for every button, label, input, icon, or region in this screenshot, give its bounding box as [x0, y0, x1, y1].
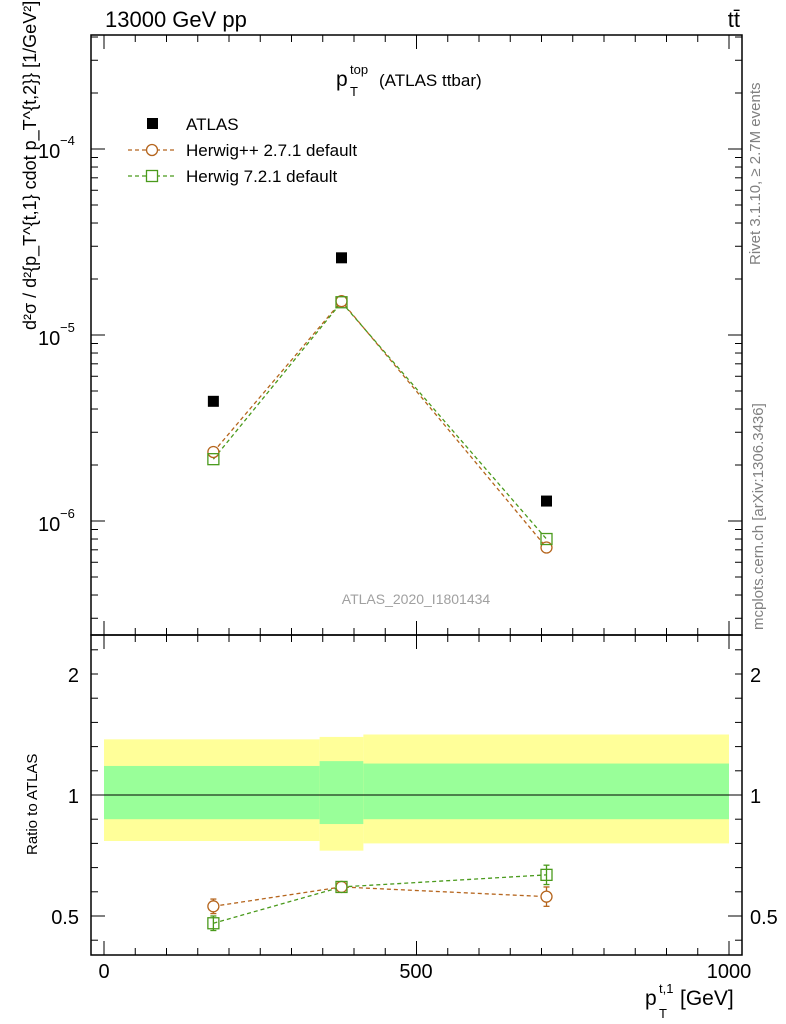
- ratio-y-ticks: [91, 649, 742, 941]
- herwigpp-data-point: [207, 445, 220, 459]
- xlabel-sub: T: [659, 1006, 667, 1021]
- herwigpp-data-point: [540, 541, 553, 554]
- ratio-ytick-label-right-0.5: 0.5: [750, 907, 778, 929]
- ratio-uncertainty-bands: [104, 734, 729, 851]
- header-final-state: tt̄: [728, 7, 740, 32]
- title-rest: (ATLAS ttbar): [379, 71, 482, 90]
- legend-entry-herwig7: Herwig 7.2.1 default: [128, 167, 337, 186]
- atlas-data-point: [541, 495, 552, 507]
- ytick-base: 10: [38, 514, 60, 536]
- herwigpp-ratio-line: [213, 886, 547, 907]
- main-panel-title: p top T (ATLAS ttbar): [336, 62, 482, 99]
- atlas-data-point: [207, 395, 219, 407]
- ratio-band-inner: [363, 763, 729, 820]
- ratio-y-axis-label: Ratio to ATLAS: [24, 754, 41, 855]
- ratio-band-inner: [104, 765, 320, 820]
- x-axis-label: p t,1 T [GeV]: [645, 981, 734, 1021]
- ratio-ytick-label-left-1: 1: [68, 786, 79, 808]
- ratio-ytick-label-right-1: 1: [750, 786, 761, 808]
- legend-label-herwigpp: Herwig++ 2.7.1 default: [186, 141, 357, 160]
- legend-marker-open-square: [145, 169, 159, 183]
- xtick-label-1000: 1000: [707, 961, 752, 983]
- main-y-ticks: [91, 36, 742, 619]
- header-process: 13000 GeV pp: [105, 7, 247, 32]
- herwig7-ratio-point: [335, 880, 348, 894]
- xlabel-sup: t,1: [659, 981, 673, 996]
- ratio-ytick-label-left-2: 2: [68, 665, 79, 687]
- legend-label-herwig7: Herwig 7.2.1 default: [186, 167, 337, 186]
- ytick-exponent: −6: [60, 506, 75, 521]
- title-sup: top: [350, 62, 368, 77]
- ytick-exponent: −5: [60, 320, 75, 335]
- ytick-base: 10: [38, 141, 60, 163]
- herwig7-ratio-point: [540, 868, 553, 882]
- herwigpp-series-line: [212, 300, 547, 548]
- legend-entry-atlas: ATLAS: [147, 115, 239, 134]
- herwig7-data-point: [335, 296, 348, 309]
- xtick-label-500: 500: [399, 961, 432, 983]
- ratio-band-inner: [319, 761, 364, 825]
- herwig7-series-line: [212, 301, 547, 540]
- mcplots-label: mcplots.cern.ch [arXiv:1306.3436]: [750, 403, 767, 630]
- atlas-data-point: [336, 252, 347, 264]
- herwigpp-ratio-point: [335, 880, 348, 894]
- ratio-x-ticks: [103, 635, 730, 955]
- rivet-label: Rivet 3.1.10, ≥ 2.7M events: [747, 83, 764, 266]
- ytick-exponent: −4: [60, 133, 75, 148]
- ratio-ytick-label-right-2: 2: [750, 665, 761, 687]
- xlabel-unit: [GeV]: [680, 987, 734, 1010]
- ratio-ytick-label-left-0.5: 0.5: [51, 907, 79, 929]
- analysis-watermark: ATLAS_2020_I1801434: [342, 591, 491, 607]
- herwigpp-ratio-point: [540, 890, 553, 903]
- ytick-base: 10: [38, 328, 60, 350]
- legend-marker-open-circle: [145, 143, 159, 157]
- legend-label-atlas: ATLAS: [186, 115, 239, 134]
- ratio-data-layer: [207, 864, 553, 932]
- xtick-label-0: 0: [98, 961, 109, 983]
- main-ytick-label-1e-5: 10 −5: [38, 320, 75, 350]
- legend-marker-filled-square: [147, 118, 158, 129]
- title-p: p: [336, 68, 348, 91]
- main-x-ticks: [103, 35, 730, 635]
- herwigpp-ratio-point: [207, 900, 220, 913]
- xlabel-p: p: [645, 987, 657, 1010]
- main-ytick-label-1e-6: 10 −6: [38, 506, 75, 536]
- main-data-layer: [207, 252, 553, 554]
- main-y-axis-label: d²σ / d²{p_T^{t,1} cdot p_T^{t,2}} [1/Ge…: [20, 1, 41, 330]
- main-ytick-label-1e-4: 10 −4: [38, 133, 75, 163]
- herwig7-data-point: [207, 453, 220, 466]
- legend: ATLAS Herwig++ 2.7.1 default Herwig 7.2.…: [128, 115, 357, 186]
- legend-entry-herwigpp: Herwig++ 2.7.1 default: [128, 141, 357, 160]
- herwig7-ratio-point: [207, 917, 220, 930]
- herwig7-data-point: [540, 532, 553, 546]
- title-sub: T: [350, 84, 358, 99]
